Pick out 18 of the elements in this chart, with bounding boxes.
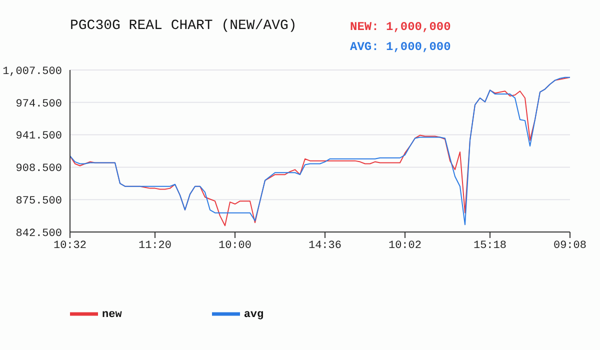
y-tick-label: 1,007.500	[2, 66, 62, 78]
legend-label: avg	[244, 308, 264, 321]
legend-label: new	[102, 308, 122, 321]
text: NEW: 1,000,000	[350, 20, 451, 34]
x-tick-label: 11:20	[138, 240, 172, 252]
y-tick-label: 908.500	[16, 163, 62, 176]
x-tick-label: 10:32	[53, 240, 87, 252]
chart-title: PGC30G REAL CHART (NEW/AVG)	[70, 18, 297, 34]
x-tick-label: 15:18	[473, 240, 507, 252]
text: AVG: 1,000,000	[350, 40, 451, 54]
y-tick-label: 875.500	[16, 196, 62, 208]
y-tick-label: 974.500	[16, 98, 62, 110]
x-tick-label: 14:36	[308, 240, 342, 252]
y-tick-label: 941.500	[16, 130, 62, 143]
x-tick-label: 09:08	[553, 240, 587, 252]
x-tick-label: 10:00	[218, 240, 252, 252]
y-tick-label: 842.500	[16, 228, 62, 240]
x-tick-label: 10:02	[388, 240, 422, 252]
